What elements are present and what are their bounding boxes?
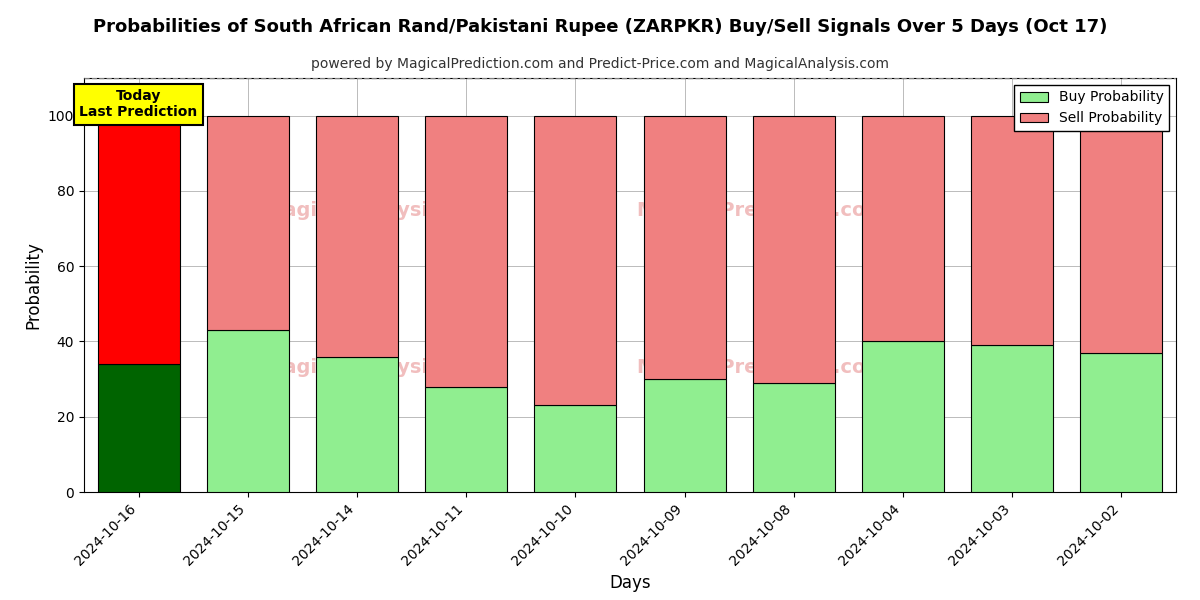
Bar	[316, 116, 398, 356]
Bar	[97, 364, 180, 492]
Bar	[206, 116, 289, 330]
Bar	[316, 356, 398, 492]
Bar	[206, 330, 289, 492]
Text: powered by MagicalPrediction.com and Predict-Price.com and MagicalAnalysis.com: powered by MagicalPrediction.com and Pre…	[311, 57, 889, 71]
Y-axis label: Probability: Probability	[24, 241, 42, 329]
Bar	[534, 406, 617, 492]
Bar	[752, 116, 835, 383]
Bar	[1080, 116, 1163, 353]
Bar	[1080, 353, 1163, 492]
Text: Probabilities of South African Rand/Pakistani Rupee (ZARPKR) Buy/Sell Signals Ov: Probabilities of South African Rand/Paki…	[92, 18, 1108, 36]
Text: Today
Last Prediction: Today Last Prediction	[79, 89, 198, 119]
Text: MagicalPrediction.com: MagicalPrediction.com	[636, 201, 886, 220]
Text: MagicalAnalysis.com: MagicalAnalysis.com	[265, 358, 493, 377]
Bar	[752, 383, 835, 492]
Bar	[643, 116, 726, 379]
Bar	[534, 116, 617, 406]
X-axis label: Days: Days	[610, 574, 650, 592]
Bar	[862, 116, 944, 341]
Bar	[425, 116, 508, 386]
Bar	[971, 345, 1054, 492]
Text: MagicalPrediction.com: MagicalPrediction.com	[636, 358, 886, 377]
Bar	[971, 116, 1054, 345]
Bar	[97, 116, 180, 364]
Bar	[862, 341, 944, 492]
Text: MagicalAnalysis.com: MagicalAnalysis.com	[265, 201, 493, 220]
Legend: Buy Probability, Sell Probability: Buy Probability, Sell Probability	[1014, 85, 1169, 131]
Bar	[643, 379, 726, 492]
Bar	[425, 386, 508, 492]
